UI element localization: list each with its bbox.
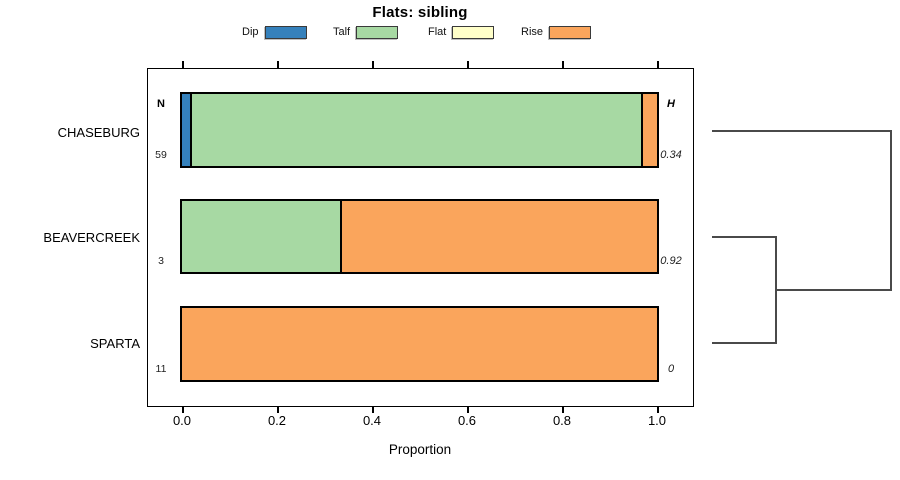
x-tick-bottom: [277, 406, 279, 413]
x-tick-top: [277, 61, 279, 68]
legend-label: Talf: [333, 26, 351, 38]
bar-segment-rise: [182, 308, 657, 380]
legend-item-dip: Dip: [242, 25, 307, 39]
bar-segment-dip: [182, 94, 191, 166]
x-tick-label: 0.4: [362, 413, 382, 428]
legend-swatch-flat-icon: [452, 25, 495, 39]
x-tick-bottom: [657, 406, 659, 413]
x-tick-top: [182, 61, 184, 68]
dendrogram-line-1: [712, 236, 777, 238]
dendrogram-line-0: [712, 130, 892, 132]
bar-segment-talf: [182, 201, 341, 272]
x-tick-label: 0.0: [172, 413, 192, 428]
n-count-label: 3: [158, 255, 164, 267]
dendrogram-line-5: [890, 130, 892, 291]
h-column-header: H: [667, 98, 675, 110]
category-label-beavercreek: BEAVERCREEK: [43, 230, 140, 245]
x-tick-top: [372, 61, 374, 68]
bar-segment-talf: [190, 94, 641, 166]
bar-chaseburg: [180, 92, 659, 168]
bar-sparta: [180, 306, 659, 382]
dendrogram-line-2: [712, 342, 777, 344]
legend-label: Dip: [242, 26, 259, 38]
n-column-header: N: [157, 98, 165, 110]
bar-segment-rise: [340, 201, 657, 272]
dendrogram-line-4: [775, 289, 892, 291]
legend-item-flat: Flat: [428, 25, 495, 39]
x-tick-label: 0.2: [267, 413, 287, 428]
n-count-label: 59: [155, 149, 167, 161]
h-value-label: 0.92: [660, 255, 682, 267]
legend-item-talf: Talf: [333, 25, 399, 39]
h-value-label: 0.34: [660, 149, 682, 161]
x-tick-top: [467, 61, 469, 68]
h-value-label: 0: [667, 363, 675, 375]
x-tick-bottom: [562, 406, 564, 413]
legend-item-rise: Rise: [521, 25, 592, 39]
x-tick-bottom: [467, 406, 469, 413]
bar-segment-rise: [640, 94, 657, 166]
chart-title: Flats: sibling: [372, 4, 468, 21]
legend-label: Rise: [521, 26, 544, 38]
x-axis-title: Proportion: [388, 442, 452, 457]
category-label-chaseburg: CHASEBURG: [57, 125, 140, 140]
x-tick-top: [562, 61, 564, 68]
category-label-sparta: SPARTA: [90, 336, 140, 351]
x-tick-label: 0.8: [552, 413, 572, 428]
legend-swatch-dip-icon: [264, 25, 307, 39]
legend-swatch-talf-icon: [356, 25, 399, 39]
n-count-label: 11: [155, 363, 167, 375]
x-tick-bottom: [182, 406, 184, 413]
bar-beavercreek: [180, 199, 659, 274]
legend-swatch-rise-icon: [549, 25, 592, 39]
x-tick-top: [657, 61, 659, 68]
x-tick-label: 1.0: [647, 413, 667, 428]
legend-label: Flat: [428, 26, 447, 38]
plot-area: N H 59 0.34 3 0.92 11 0: [147, 68, 694, 407]
x-tick-label: 0.6: [457, 413, 477, 428]
x-tick-bottom: [372, 406, 374, 413]
